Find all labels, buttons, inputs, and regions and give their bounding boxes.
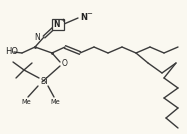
Text: Me: Me <box>50 99 60 105</box>
Text: Me: Me <box>21 99 31 105</box>
Text: Si: Si <box>40 77 48 87</box>
Text: −: − <box>87 11 92 17</box>
Text: N: N <box>54 20 60 29</box>
Text: HO: HO <box>5 47 18 57</box>
Text: O: O <box>62 59 68 68</box>
Text: +: + <box>60 18 65 23</box>
FancyBboxPatch shape <box>52 18 64 29</box>
Text: N: N <box>34 34 40 42</box>
Text: N: N <box>80 12 87 21</box>
